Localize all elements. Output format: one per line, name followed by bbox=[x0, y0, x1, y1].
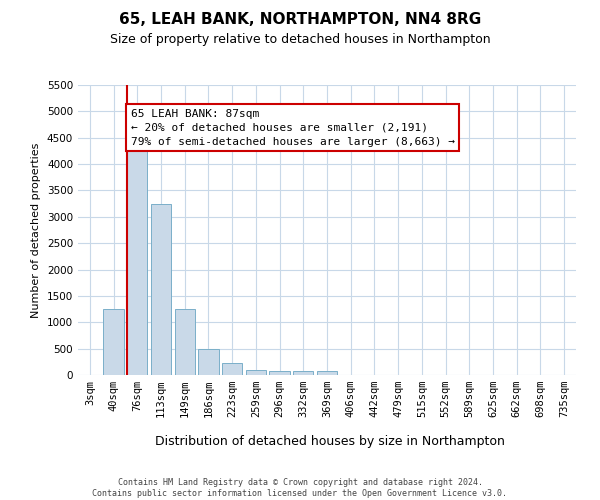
Bar bbox=[151, 204, 171, 375]
Bar bbox=[175, 309, 195, 375]
Text: Size of property relative to detached houses in Northampton: Size of property relative to detached ho… bbox=[110, 32, 490, 46]
Bar bbox=[293, 371, 313, 375]
Bar bbox=[317, 371, 337, 375]
Text: 65, LEAH BANK, NORTHAMPTON, NN4 8RG: 65, LEAH BANK, NORTHAMPTON, NN4 8RG bbox=[119, 12, 481, 28]
Bar bbox=[222, 363, 242, 375]
Text: 65 LEAH BANK: 87sqm
← 20% of detached houses are smaller (2,191)
79% of semi-det: 65 LEAH BANK: 87sqm ← 20% of detached ho… bbox=[131, 108, 455, 146]
Text: Contains HM Land Registry data © Crown copyright and database right 2024.
Contai: Contains HM Land Registry data © Crown c… bbox=[92, 478, 508, 498]
Bar bbox=[269, 371, 290, 375]
Text: Distribution of detached houses by size in Northampton: Distribution of detached houses by size … bbox=[155, 435, 505, 448]
Bar bbox=[199, 348, 218, 375]
Bar bbox=[246, 370, 266, 375]
Y-axis label: Number of detached properties: Number of detached properties bbox=[31, 142, 41, 318]
Bar bbox=[103, 309, 124, 375]
Bar bbox=[127, 148, 148, 375]
